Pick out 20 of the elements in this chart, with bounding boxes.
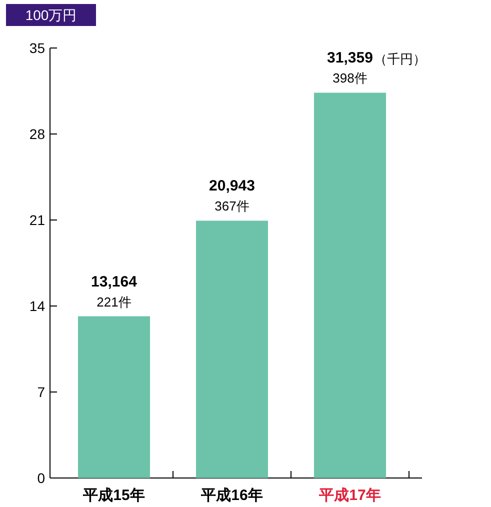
y-axis-title: 100万円	[25, 7, 77, 23]
annotation: 20,943	[209, 178, 255, 195]
x-tick-label: 平成17年	[318, 487, 381, 504]
y-tick-label: 14	[29, 298, 46, 314]
bar	[78, 316, 150, 478]
y-tick-label: 28	[29, 126, 46, 142]
annotation: 13,164	[91, 273, 138, 290]
annotation: （千円）	[374, 52, 426, 67]
y-tick-label: 21	[29, 212, 46, 228]
annotation: 398件	[332, 70, 368, 86]
annotation: 221件	[96, 294, 132, 310]
annotation: 367件	[214, 198, 250, 214]
x-tick-label: 平成16年	[200, 487, 263, 504]
x-tick-label: 平成15年	[82, 487, 145, 504]
y-tick-label: 35	[29, 40, 46, 56]
y-tick-label: 0	[37, 470, 46, 486]
y-tick-label: 7	[37, 384, 46, 400]
bar	[314, 92, 386, 478]
bar	[196, 220, 268, 478]
annotation: 31,359	[327, 50, 373, 67]
